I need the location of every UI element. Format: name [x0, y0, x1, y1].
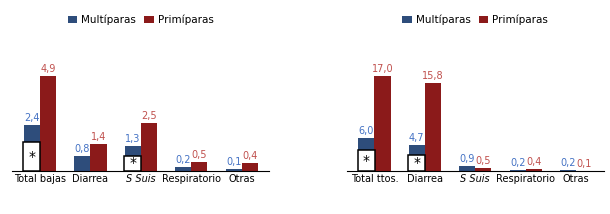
Bar: [358, 150, 375, 171]
Bar: [124, 146, 141, 171]
Bar: [124, 156, 142, 171]
Text: 0,5: 0,5: [192, 150, 207, 160]
Text: 0,2: 0,2: [561, 158, 576, 168]
Text: *: *: [363, 154, 370, 168]
Text: *: *: [29, 150, 35, 164]
Bar: [40, 76, 56, 171]
Text: 17,0: 17,0: [371, 64, 393, 74]
Text: 4,9: 4,9: [40, 64, 56, 74]
Bar: [74, 156, 90, 171]
Text: 0,5: 0,5: [476, 156, 491, 166]
Text: 2,4: 2,4: [24, 113, 40, 123]
Text: 1,4: 1,4: [91, 132, 106, 142]
Text: 4,7: 4,7: [409, 133, 425, 143]
Bar: [24, 125, 40, 171]
Legend: Multíparas, Primíparas: Multíparas, Primíparas: [402, 15, 548, 25]
Bar: [192, 162, 207, 171]
Bar: [526, 169, 542, 171]
Text: 0,8: 0,8: [74, 144, 90, 154]
Text: 0,2: 0,2: [176, 155, 191, 165]
Legend: Multíparas, Primíparas: Multíparas, Primíparas: [68, 15, 214, 25]
Text: 0,4: 0,4: [526, 157, 542, 167]
Text: 0,4: 0,4: [242, 152, 257, 162]
Text: 6,0: 6,0: [359, 126, 374, 136]
Text: 0,1: 0,1: [576, 159, 592, 169]
Text: 1,3: 1,3: [125, 134, 140, 144]
Text: *: *: [413, 156, 420, 170]
Text: *: *: [129, 156, 136, 170]
Bar: [509, 170, 526, 171]
Text: 0,1: 0,1: [226, 157, 242, 167]
Bar: [475, 168, 492, 171]
Bar: [175, 167, 192, 171]
Bar: [459, 166, 475, 171]
Bar: [23, 143, 40, 171]
Bar: [408, 155, 425, 171]
Bar: [375, 76, 390, 171]
Bar: [425, 83, 441, 171]
Bar: [409, 145, 425, 171]
Text: 0,9: 0,9: [459, 154, 475, 164]
Text: 15,8: 15,8: [422, 71, 443, 81]
Bar: [226, 169, 242, 171]
Bar: [90, 144, 107, 171]
Bar: [242, 163, 258, 171]
Bar: [560, 170, 576, 171]
Bar: [141, 123, 157, 171]
Text: 2,5: 2,5: [141, 111, 157, 121]
Text: 0,2: 0,2: [510, 158, 525, 168]
Bar: [358, 138, 375, 171]
